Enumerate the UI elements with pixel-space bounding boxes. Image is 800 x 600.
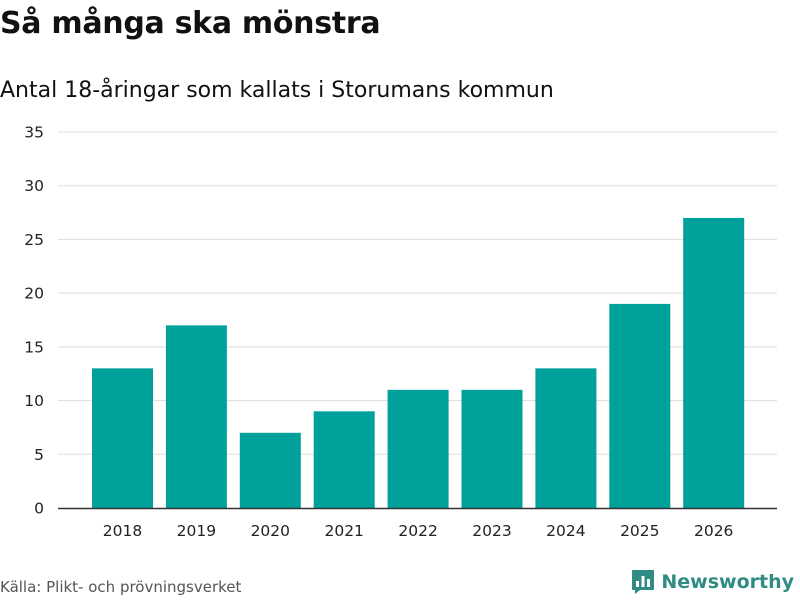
y-tick-label: 0 bbox=[34, 500, 44, 518]
bar-chart-logo-icon bbox=[632, 570, 655, 594]
bar-2023 bbox=[461, 389, 523, 508]
chart-subtitle: Antal 18-åringar som kallats i Storumans… bbox=[0, 78, 554, 103]
source-note: Källa: Plikt- och prövningsverket bbox=[0, 578, 242, 596]
bar-2021 bbox=[313, 411, 375, 508]
x-tick-label: 2019 bbox=[177, 522, 216, 540]
x-tick-label: 2018 bbox=[103, 522, 142, 540]
y-tick-label: 30 bbox=[24, 177, 44, 195]
y-tick-label: 20 bbox=[24, 285, 44, 303]
x-axis-ticks: 2018 2019 2020 2021 2022 2023 2024 2025 2026 bbox=[103, 522, 734, 540]
brand-logo: Newsworthy bbox=[631, 569, 794, 595]
y-tick-label: 25 bbox=[24, 231, 44, 249]
y-tick-label: 10 bbox=[24, 392, 44, 410]
bar-2020 bbox=[239, 432, 301, 508]
chart-title: Så många ska mönstra bbox=[0, 6, 381, 41]
x-tick-label: 2023 bbox=[472, 522, 511, 540]
x-tick-label: 2020 bbox=[251, 522, 290, 540]
x-tick-label: 2022 bbox=[398, 522, 437, 540]
bars bbox=[92, 217, 745, 508]
bar-2019 bbox=[165, 325, 227, 508]
y-tick-label: 35 bbox=[24, 124, 44, 142]
bar-2018 bbox=[92, 368, 153, 508]
brand-name: Newsworthy bbox=[661, 571, 794, 593]
x-tick-label: 2026 bbox=[694, 522, 733, 540]
bar-2022 bbox=[387, 389, 449, 508]
y-axis-ticks: 0 5 10 15 20 25 30 35 bbox=[24, 124, 44, 518]
bar-2024 bbox=[535, 368, 597, 508]
y-tick-label: 15 bbox=[24, 338, 44, 356]
bar-2025 bbox=[609, 303, 671, 508]
x-tick-label: 2025 bbox=[620, 522, 659, 540]
x-tick-label: 2024 bbox=[546, 522, 585, 540]
y-tick-label: 5 bbox=[34, 446, 44, 464]
bar-2026 bbox=[683, 217, 745, 508]
x-tick-label: 2021 bbox=[324, 522, 363, 540]
